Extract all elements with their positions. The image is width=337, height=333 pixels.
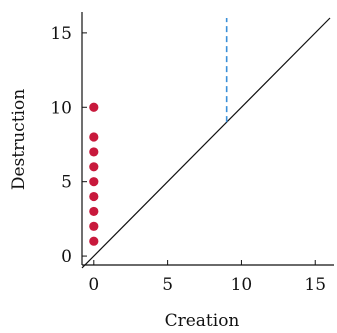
data-point — [89, 162, 99, 172]
x-tick-label: 5 — [162, 275, 173, 295]
data-point — [89, 177, 99, 187]
x-tick-label: 15 — [304, 275, 326, 295]
y-tick-label: 10 — [50, 98, 72, 118]
x-axis-title: Creation — [165, 311, 240, 331]
y-tick-label: 5 — [61, 173, 72, 193]
data-point — [89, 147, 99, 157]
data-point — [89, 221, 99, 231]
y-tick-label: 0 — [61, 247, 72, 267]
x-tick-label: 0 — [88, 275, 99, 295]
y-tick-label: 15 — [50, 24, 72, 44]
ticks: 0 5 10 15 0 5 10 15 — [50, 24, 326, 295]
y-axis-title: Destruction — [9, 89, 29, 190]
plot-area — [81, 17, 331, 269]
data-point — [89, 236, 99, 246]
data-point — [89, 132, 99, 142]
data-point — [89, 191, 99, 202]
diagonal-line — [81, 17, 331, 269]
x-tick-label: 10 — [231, 275, 253, 295]
axes — [81, 12, 334, 266]
data-point — [89, 206, 99, 217]
data-point — [89, 102, 99, 112]
